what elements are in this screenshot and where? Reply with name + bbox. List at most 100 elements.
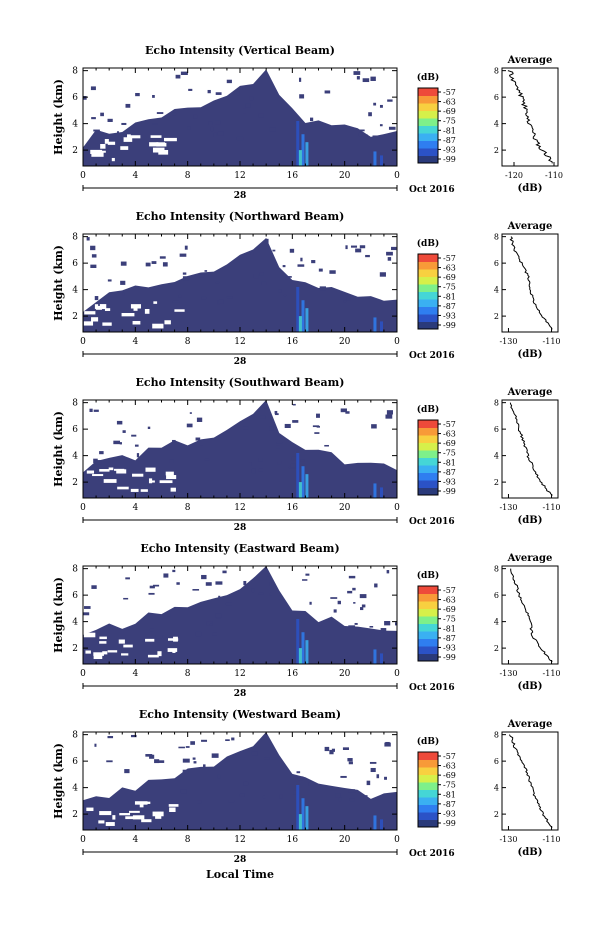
avg-x-tick-label: -130 [499, 337, 517, 346]
colorbar-segment [418, 616, 438, 624]
y-tick-label: 2 [72, 312, 78, 322]
colorbar-tick-label: -63 [443, 762, 456, 771]
colorbar-segment [418, 797, 438, 805]
average-profile-line [509, 402, 553, 496]
colorbar-tick-label: -57 [443, 420, 456, 429]
x-tick-label: 12 [234, 337, 245, 347]
colorbar-segment [418, 110, 438, 119]
y-tick-label: 2 [72, 644, 78, 654]
colorbar-segment [418, 133, 438, 141]
panel-title: Echo Intensity (Southward Beam) [136, 376, 345, 389]
x-tick-label: 4 [132, 669, 138, 679]
colorbar-segment [418, 623, 438, 632]
avg-x-tick-label: -110 [543, 669, 561, 678]
x-tick-label: 0 [80, 835, 86, 845]
colorbar-segment [418, 420, 438, 428]
x-tick-label: 4 [132, 835, 138, 845]
x-tick-label: 16 [287, 503, 299, 513]
colorbar-segment [418, 804, 438, 813]
colorbar-segment [418, 608, 438, 617]
avg-y-tick-label: 8 [494, 67, 499, 76]
x-tick-label: 12 [234, 669, 245, 679]
y-tick-label: 8 [72, 731, 78, 741]
y-axis-label: Height (km) [52, 245, 65, 321]
colorbar-segment [418, 819, 438, 828]
average-profile-line [510, 568, 553, 662]
y-tick-label: 6 [72, 425, 78, 435]
date-label: Oct 2016 [409, 185, 455, 195]
average-frame [501, 399, 559, 499]
colorbar-tick-label: -93 [443, 643, 456, 652]
x-tick-label: 8 [185, 835, 191, 845]
y-tick-label: 4 [72, 452, 78, 462]
colorbar-tick-label: -57 [443, 586, 456, 595]
echo-field [83, 237, 397, 332]
colorbar-tick-label: -63 [443, 98, 456, 107]
colorbar-segment [418, 269, 438, 277]
colorbar-tick-label: -63 [443, 430, 456, 439]
x-tick-label: 8 [185, 503, 191, 513]
average-x-label: (dB) [518, 847, 543, 858]
colorbar-segment [418, 646, 438, 654]
avg-y-tick-label: 2 [494, 810, 499, 819]
echo-field [83, 566, 397, 664]
x-tick-label: 0 [80, 337, 86, 347]
colorbar-unit: (dB) [417, 238, 439, 249]
colorbar-frame [417, 419, 439, 496]
avg-y-tick-label: 6 [494, 591, 499, 600]
colorbar-segment [418, 789, 438, 798]
x-tick-label: 20 [339, 171, 351, 181]
average-profile-line [509, 236, 553, 330]
colorbar-segment [418, 759, 438, 768]
colorbar-segment [418, 442, 438, 451]
colorbar-tick-label: -81 [443, 292, 456, 301]
panel-title: Echo Intensity (Westward Beam) [139, 708, 341, 721]
colorbar-tick-label: -93 [443, 311, 456, 320]
colorbar-segment [418, 774, 438, 783]
avg-y-tick-label: 2 [494, 478, 499, 487]
colorbar-segment [418, 631, 438, 639]
avg-y-tick-label: 4 [494, 286, 499, 295]
colorbar-segment [418, 487, 438, 496]
colorbar-unit: (dB) [417, 570, 439, 581]
y-axis-label: Height (km) [52, 411, 65, 487]
avg-y-tick-label: 2 [494, 312, 499, 321]
avg-y-tick-label: 8 [494, 233, 499, 242]
date-label: Oct 2016 [409, 351, 455, 361]
colorbar-tick-label: -75 [443, 283, 456, 292]
colorbar-segment [418, 653, 438, 662]
colorbar-segment [418, 88, 438, 96]
x-tick-label: 4 [132, 503, 138, 513]
y-tick-label: 2 [72, 478, 78, 488]
colorbar-segment [418, 95, 438, 104]
colorbar-segment [418, 586, 438, 594]
y-axis-label: Height (km) [52, 577, 65, 653]
avg-y-tick-label: 6 [494, 425, 499, 434]
y-tick-label: 4 [72, 618, 78, 628]
colorbar-segment [418, 148, 438, 156]
colorbar-tick-label: -63 [443, 596, 456, 605]
colorbar-segment [418, 812, 438, 820]
average-profile-line [507, 70, 553, 164]
avg-x-tick-label: -110 [543, 835, 561, 844]
y-tick-label: 8 [72, 67, 78, 77]
x-tick-label: 8 [185, 171, 191, 181]
x-tick-label: 0 [394, 669, 400, 679]
day-label: 28 [234, 523, 247, 533]
echo-field [83, 732, 397, 830]
y-tick-label: 2 [72, 146, 78, 156]
colorbar-segment [418, 291, 438, 300]
echo-field [83, 400, 397, 498]
x-tick-label: 16 [287, 171, 299, 181]
average-frame [501, 565, 559, 665]
avg-x-tick-label: -110 [543, 337, 561, 346]
colorbar-tick-label: -81 [443, 458, 456, 467]
colorbar-tick-label: -93 [443, 477, 456, 486]
colorbar-tick-label: -81 [443, 790, 456, 799]
avg-y-tick-label: 4 [494, 452, 499, 461]
colorbar-segment [418, 125, 438, 134]
x-tick-label: 0 [80, 669, 86, 679]
avg-y-tick-label: 8 [494, 565, 499, 574]
avg-y-tick-label: 2 [494, 146, 499, 155]
